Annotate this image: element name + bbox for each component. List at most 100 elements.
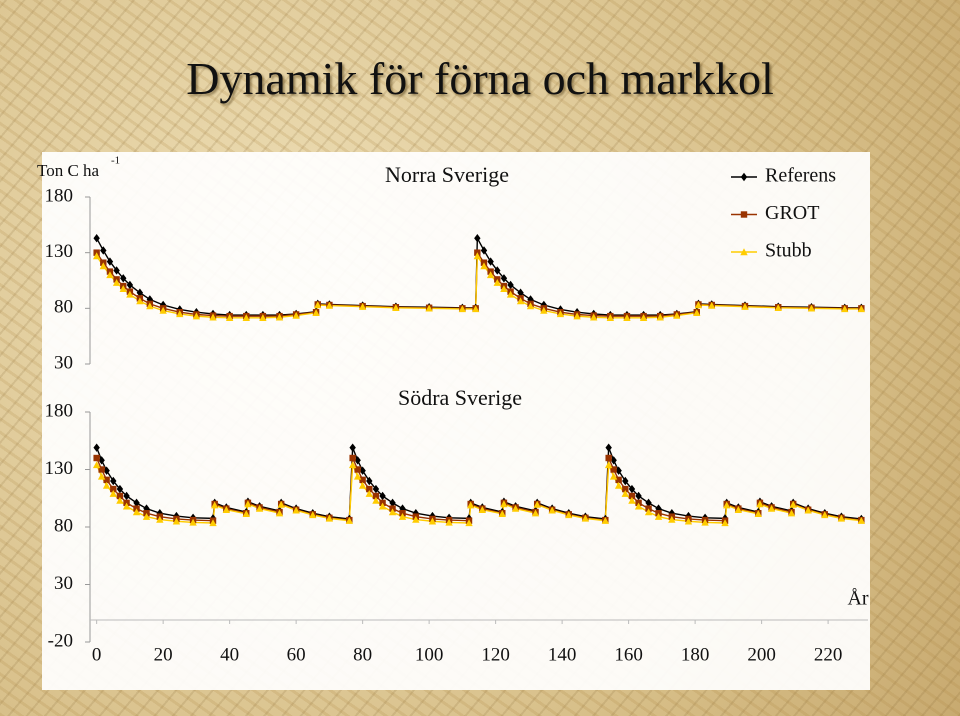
marker	[654, 512, 663, 520]
y-tick-label: 30	[54, 352, 73, 373]
legend-label: Referens	[765, 165, 836, 187]
marker	[314, 301, 322, 309]
marker	[841, 305, 849, 313]
marker	[590, 313, 598, 321]
marker	[701, 518, 709, 526]
marker	[136, 288, 144, 297]
x-tick-label: 180	[681, 644, 710, 665]
marker	[494, 266, 501, 275]
x-tick-label: 220	[814, 644, 843, 665]
y-tick-label: 180	[45, 185, 74, 206]
marker	[609, 472, 618, 480]
marker	[309, 511, 317, 519]
marker	[292, 506, 300, 514]
marker	[110, 476, 117, 486]
marker	[628, 496, 636, 504]
marker	[113, 266, 120, 275]
marker	[774, 304, 782, 311]
marker	[172, 517, 181, 525]
marker	[222, 506, 231, 513]
marker	[106, 271, 114, 279]
marker	[126, 280, 134, 290]
marker	[366, 476, 373, 486]
marker	[102, 481, 111, 489]
marker	[292, 311, 300, 319]
x-tick-label: 160	[614, 644, 643, 665]
marker	[242, 510, 250, 517]
marker	[428, 517, 437, 525]
marker	[565, 511, 573, 519]
y-tick-label: 30	[54, 573, 73, 594]
marker	[358, 481, 367, 489]
marker	[628, 492, 636, 500]
marker	[473, 252, 482, 260]
marker	[673, 311, 681, 319]
x-tick-label: 0	[92, 644, 102, 665]
marker	[821, 511, 829, 519]
marker	[533, 500, 541, 508]
marker	[500, 274, 508, 283]
marker	[668, 515, 676, 523]
marker	[122, 502, 131, 510]
marker	[789, 500, 797, 508]
marker	[639, 314, 648, 321]
marker	[388, 508, 397, 516]
marker	[511, 504, 520, 512]
marker	[734, 506, 743, 513]
marker	[804, 506, 812, 514]
y-tick-label: 80	[54, 297, 73, 318]
marker	[471, 305, 480, 313]
marker	[487, 257, 494, 266]
marker	[635, 491, 642, 501]
marker	[478, 506, 487, 513]
marker	[645, 498, 652, 508]
marker	[92, 252, 101, 260]
legend-label: GROT	[765, 202, 819, 224]
legend-marker	[740, 211, 748, 218]
marker	[656, 313, 664, 321]
marker	[756, 500, 764, 508]
marker	[684, 517, 693, 525]
marker	[242, 314, 250, 321]
marker	[325, 301, 334, 309]
y-tick-label: -20	[48, 630, 73, 651]
slide-title: Dynamik för förna och markkol	[186, 53, 774, 104]
marker	[615, 466, 622, 475]
marker	[136, 297, 144, 305]
marker	[610, 466, 617, 473]
marker	[601, 516, 610, 524]
x-tick-label: 140	[548, 644, 577, 665]
marker	[119, 285, 127, 293]
marker	[359, 466, 366, 475]
marker	[112, 279, 121, 286]
marker	[480, 262, 488, 270]
marker	[634, 502, 643, 510]
marker	[372, 496, 380, 504]
marker	[93, 233, 100, 243]
marker	[116, 484, 124, 494]
marker	[465, 519, 473, 527]
marker	[146, 302, 154, 310]
legend-marker	[740, 172, 748, 182]
marker	[209, 313, 217, 321]
marker	[225, 314, 234, 321]
marker	[500, 285, 508, 293]
marker	[392, 304, 400, 311]
marker	[556, 310, 565, 318]
marker	[693, 309, 701, 316]
x-axis-label: År	[847, 588, 868, 610]
marker	[209, 519, 217, 527]
marker	[354, 466, 361, 473]
marker	[255, 504, 264, 512]
marker	[98, 466, 105, 473]
marker	[857, 516, 866, 524]
marker	[275, 313, 284, 321]
marker	[837, 514, 846, 522]
marker	[132, 508, 141, 516]
marker	[312, 309, 320, 316]
marker	[372, 492, 380, 500]
marker	[103, 476, 110, 484]
marker	[621, 489, 629, 497]
marker	[474, 233, 481, 243]
marker	[110, 485, 117, 493]
